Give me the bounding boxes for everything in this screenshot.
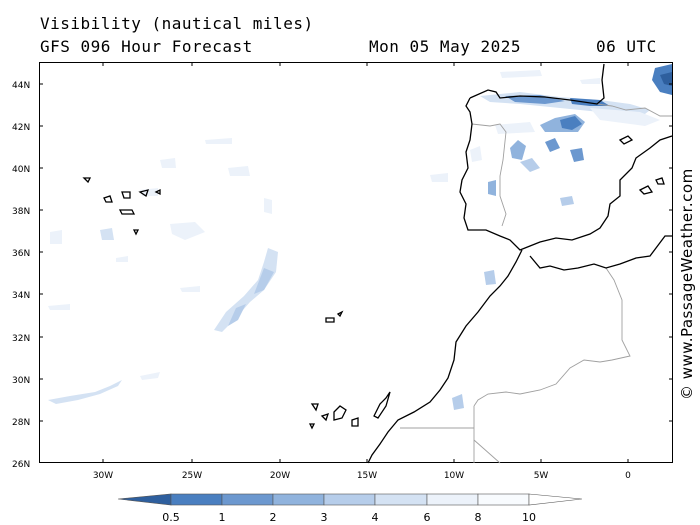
colorbar-bin	[221, 493, 274, 506]
colorbar-label: 10	[522, 511, 536, 524]
lat-label-34n: 34N	[12, 291, 30, 301]
forecast-label: GFS 096 Hour Forecast	[40, 37, 253, 56]
lat-label-42n: 42N	[12, 123, 30, 133]
forecast-time: 06 UTC	[596, 37, 657, 56]
lat-label-32n: 32N	[12, 334, 30, 344]
latitude-labels: 44N 42N 40N 38N 36N 34N 32N 30N 28N 26N	[12, 81, 30, 470]
colorbar-label: 6	[424, 511, 431, 524]
colorbar-bin	[170, 493, 223, 506]
lat-label-38n: 38N	[12, 207, 30, 217]
lat-label-44n: 44N	[12, 81, 30, 91]
colorbar-low-arrow	[117, 493, 172, 506]
colorbar-label: 1	[219, 511, 226, 524]
lon-label-10w: 10W	[444, 471, 464, 481]
latitude-axis	[39, 83, 673, 422]
site-credit: © www.PassageWeather.com	[678, 168, 696, 400]
lat-label-30n: 30N	[12, 376, 30, 386]
colorbar-label: 4	[372, 511, 379, 524]
colorbar-bin	[426, 493, 479, 506]
colorbar: 0.5 1 2 3 4 6 8 10	[117, 493, 583, 524]
colorbar-high-arrow	[528, 493, 583, 506]
lon-label-25w: 25W	[182, 471, 202, 481]
lon-label-15w: 15W	[357, 471, 377, 481]
lon-label-20w: 20W	[270, 471, 290, 481]
visibility-shading	[48, 64, 672, 410]
forecast-date: Mon 05 May 2025	[369, 37, 521, 56]
lon-label-5w: 5W	[534, 471, 549, 481]
colorbar-label: 3	[321, 511, 328, 524]
map-title: Visibility (nautical miles)	[40, 14, 314, 33]
longitude-labels: 30W 25W 20W 15W 10W 5W 0	[93, 471, 631, 481]
longitude-axis	[102, 62, 629, 463]
lon-label-0: 0	[625, 471, 631, 481]
colorbar-bin	[323, 493, 376, 506]
coastlines	[82, 63, 673, 464]
lat-label-26n: 26N	[12, 460, 30, 470]
lon-label-30w: 30W	[93, 471, 113, 481]
lat-label-28n: 28N	[12, 418, 30, 428]
colorbar-bin	[374, 493, 428, 506]
lat-label-40n: 40N	[12, 165, 30, 175]
colorbar-label: 0.5	[162, 511, 180, 524]
lat-label-36n: 36N	[12, 249, 30, 259]
colorbar-label: 8	[475, 511, 482, 524]
colorbar-label: 2	[270, 511, 277, 524]
country-borders	[400, 103, 672, 464]
colorbar-bin	[272, 493, 325, 506]
colorbar-bin	[477, 493, 530, 506]
